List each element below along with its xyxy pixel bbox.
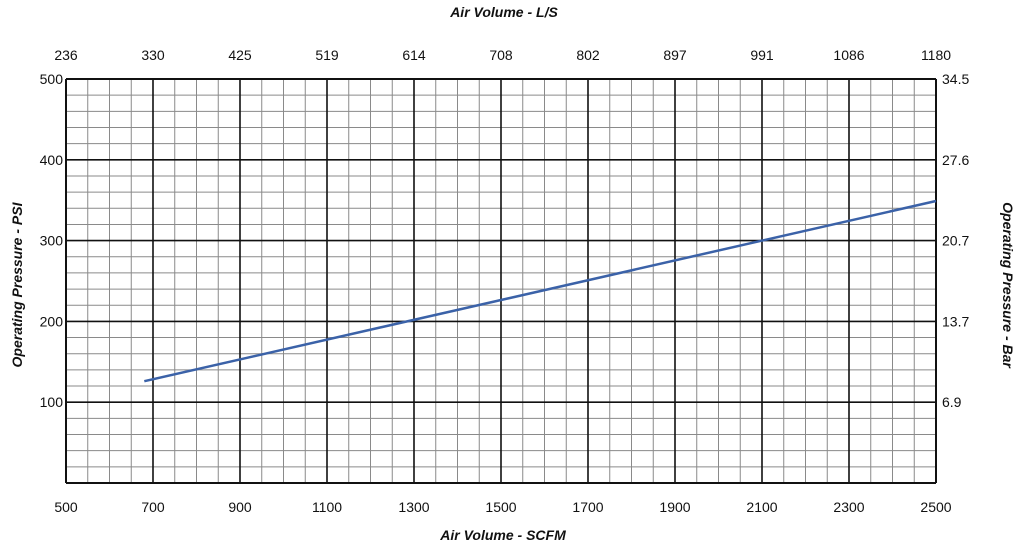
y-axis-ticks: 100 200 300 400 500 [40, 71, 64, 410]
y2-tick-label: 34.5 [942, 71, 969, 87]
x-tick-label: 900 [228, 499, 252, 515]
x-tick-label: 1300 [398, 499, 429, 515]
y-tick-label: 500 [40, 71, 64, 87]
x-axis-ticks: 500 700 900 1100 1300 1500 1700 1900 2100 2300 250… [54, 499, 951, 515]
x-tick-label: 2100 [746, 499, 777, 515]
y2-tick-label: 20.7 [942, 233, 969, 249]
y2-axis-ticks: 6.9 13.7 20.7 27.6 34.5 [942, 71, 969, 410]
x2-tick-label: 236 [54, 47, 78, 63]
x2-tick-label: 425 [228, 47, 252, 63]
x2-tick-label: 708 [489, 47, 513, 63]
y2-tick-label: 13.7 [942, 313, 969, 329]
x2-tick-label: 330 [141, 47, 165, 63]
x2-tick-label: 802 [576, 47, 600, 63]
x-axis-title: Air Volume - SCFM [439, 527, 566, 543]
x-tick-label: 1100 [312, 499, 342, 515]
x2-tick-label: 991 [750, 47, 774, 63]
y-axis-title: Operating Pressure - PSI [9, 201, 25, 367]
x2-tick-label: 897 [663, 47, 687, 63]
y-tick-label: 400 [40, 152, 64, 168]
x2-tick-label: 1086 [833, 47, 864, 63]
x2-axis-title: Air Volume - L/S [449, 4, 558, 20]
y2-axis-title: Operating Pressure - Bar [1000, 202, 1013, 369]
y2-tick-label: 6.9 [942, 394, 962, 410]
y-tick-label: 300 [40, 233, 64, 249]
x-tick-label: 700 [141, 499, 165, 515]
x2-axis-ticks: 236 330 425 519 614 708 802 897 991 1086 1180 [54, 47, 951, 63]
x2-tick-label: 519 [315, 47, 339, 63]
y-tick-label: 200 [40, 313, 64, 329]
x-tick-label: 1900 [659, 499, 690, 515]
x-tick-label: 1700 [572, 499, 603, 515]
x-tick-label: 1500 [485, 499, 516, 515]
y2-tick-label: 27.6 [942, 152, 969, 168]
x-tick-label: 2500 [920, 499, 951, 515]
x-tick-label: 500 [54, 499, 78, 515]
x2-tick-label: 1180 [921, 47, 951, 63]
y-tick-label: 100 [40, 394, 64, 410]
x-tick-label: 2300 [833, 499, 864, 515]
x2-tick-label: 614 [402, 47, 426, 63]
